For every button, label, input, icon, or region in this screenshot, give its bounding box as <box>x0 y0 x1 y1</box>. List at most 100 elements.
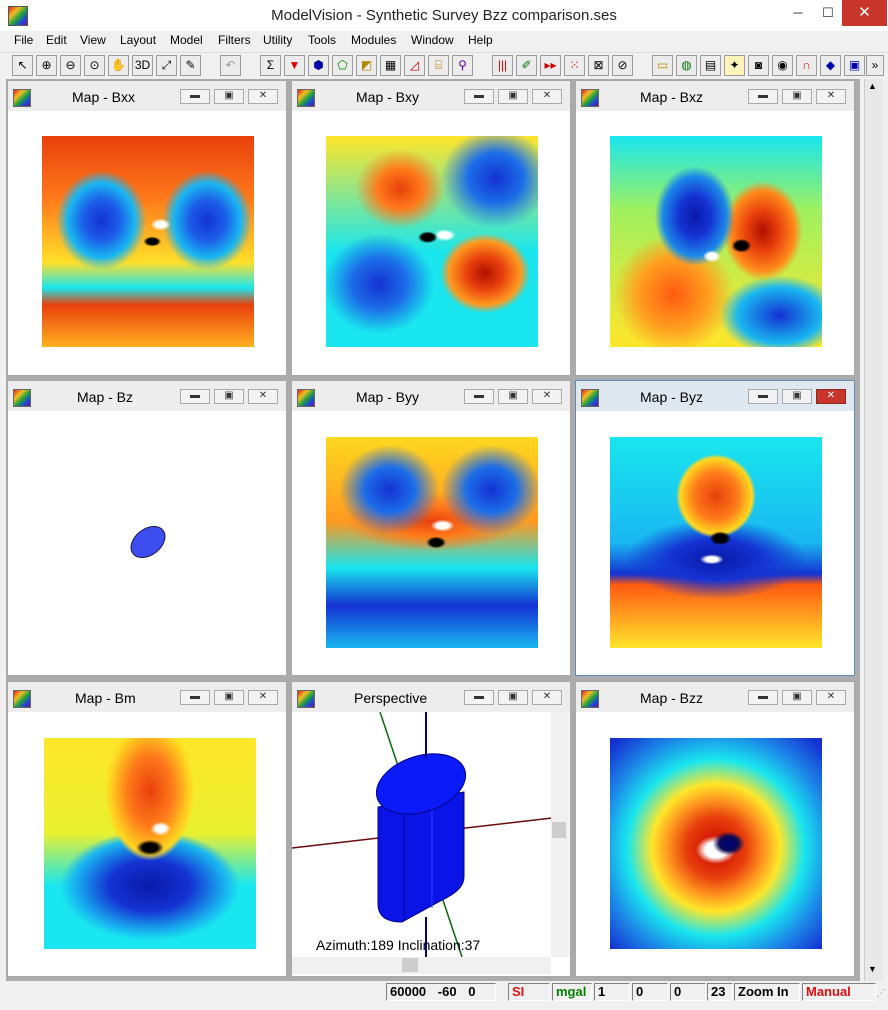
window-byz-titlebar[interactable]: Map - Byz ▬ ▣ ✕ <box>576 381 854 411</box>
child-close-button[interactable]: ✕ <box>532 389 562 404</box>
section-icon[interactable]: ⊘ <box>612 55 633 76</box>
dots-grid-icon[interactable]: ⁙ <box>564 55 585 76</box>
window-bxz-titlebar[interactable]: Map - Bxz ▬ ▣ ✕ <box>576 81 854 111</box>
child-restore-button[interactable]: ▣ <box>214 89 244 104</box>
child-restore-button[interactable]: ▣ <box>498 89 528 104</box>
window-bxy[interactable]: Map - Bxy ▬ ▣ ✕ <box>291 80 571 376</box>
bxx-map-image[interactable] <box>42 136 254 347</box>
perspective-vertical-scrollbar[interactable] <box>551 712 569 957</box>
child-minimize-button[interactable]: ▬ <box>748 89 778 104</box>
bxz-map-image[interactable] <box>610 136 822 347</box>
vector-icon[interactable]: ▼ <box>284 55 305 76</box>
window-byz[interactable]: Map - Byz ▬ ▣ ✕ <box>575 380 855 676</box>
eye-icon[interactable]: ◉ <box>772 55 793 76</box>
menu-tools[interactable]: Tools <box>308 33 337 47</box>
menu-window[interactable]: Window <box>411 33 454 47</box>
resize-grip-icon[interactable]: ⋰ <box>876 988 886 999</box>
window-bm-titlebar[interactable]: Map - Bm ▬ ▣ ✕ <box>8 682 286 712</box>
child-close-button[interactable]: ✕ <box>248 690 278 705</box>
child-close-button[interactable]: ✕ <box>816 89 846 104</box>
calculator-icon[interactable]: ▤ <box>700 55 721 76</box>
layers-icon[interactable]: ◩ <box>356 55 377 76</box>
globe-icon[interactable]: ◍ <box>676 55 697 76</box>
menu-edit[interactable]: Edit <box>46 33 67 47</box>
probe-icon[interactable]: ⚲ <box>452 55 473 76</box>
child-minimize-button[interactable]: ▬ <box>180 89 210 104</box>
window-bxx-titlebar[interactable]: Map - Bxx ▬ ▣ ✕ <box>8 81 286 111</box>
bars-icon[interactable]: ||| <box>492 55 513 76</box>
child-close-button[interactable]: ✕ <box>248 89 278 104</box>
window-bz-titlebar[interactable]: Map - Bz ▬ ▣ ✕ <box>8 381 286 411</box>
scroll-up-arrow-icon[interactable]: ▲ <box>868 81 877 91</box>
child-restore-button[interactable]: ▣ <box>782 389 812 404</box>
undo-icon[interactable]: ↶ <box>220 55 241 76</box>
child-minimize-button[interactable]: ▬ <box>464 690 494 705</box>
cross-grid-icon[interactable]: ⊠ <box>588 55 609 76</box>
child-minimize-button[interactable]: ▬ <box>180 389 210 404</box>
menu-layout[interactable]: Layout <box>120 33 157 47</box>
bzz-map-image[interactable] <box>610 738 822 949</box>
child-close-button[interactable]: ✕ <box>816 690 846 705</box>
minimize-button[interactable]: ─ <box>793 5 803 20</box>
window-bxy-titlebar[interactable]: Map - Bxy ▬ ▣ ✕ <box>292 81 570 111</box>
child-restore-button[interactable]: ▣ <box>782 89 812 104</box>
paint-brush-icon[interactable]: ✎ <box>180 55 201 76</box>
zoom-window-icon[interactable]: ⊙ <box>84 55 105 76</box>
magnet-icon[interactable]: ∩ <box>796 55 817 76</box>
window-bzz-titlebar[interactable]: Map - Bzz ▬ ▣ ✕ <box>576 682 854 712</box>
bz-map-image[interactable] <box>8 411 286 675</box>
vertical-scroll-thumb[interactable] <box>552 822 566 838</box>
bm-map-image[interactable] <box>44 738 256 949</box>
camera-icon[interactable]: ◙ <box>748 55 769 76</box>
window-byy-titlebar[interactable]: Map - Byy ▬ ▣ ✕ <box>292 381 570 411</box>
child-minimize-button[interactable]: ▬ <box>180 690 210 705</box>
window-bzz[interactable]: Map - Bzz ▬ ▣ ✕ <box>575 681 855 977</box>
close-button[interactable]: ✕ <box>842 0 887 26</box>
bxy-map-image[interactable] <box>326 136 538 347</box>
window-bxx[interactable]: Map - Bxx ▬ ▣ ✕ <box>7 80 287 376</box>
ruler-icon[interactable]: ▭ <box>652 55 673 76</box>
child-restore-button[interactable]: ▣ <box>214 389 244 404</box>
child-minimize-button[interactable]: ▬ <box>464 389 494 404</box>
menu-view[interactable]: View <box>80 33 106 47</box>
child-close-button[interactable]: ✕ <box>816 389 846 404</box>
child-close-button[interactable]: ✕ <box>248 389 278 404</box>
app-icon[interactable] <box>8 6 28 26</box>
menu-help[interactable]: Help <box>468 33 493 47</box>
zoom-out-icon[interactable]: ⊖ <box>60 55 81 76</box>
menu-modules[interactable]: Modules <box>351 33 397 47</box>
window-bxz[interactable]: Map - Bxz ▬ ▣ ✕ <box>575 80 855 376</box>
pencil-icon[interactable]: ✐ <box>516 55 537 76</box>
child-restore-button[interactable]: ▣ <box>498 389 528 404</box>
source-body-outline[interactable] <box>125 520 171 564</box>
child-minimize-button[interactable]: ▬ <box>748 389 778 404</box>
window-perspective[interactable]: Perspective ▬ ▣ ✕ Azimuth:189 Inclinatio… <box>291 681 571 977</box>
film-icon[interactable]: ▣ <box>844 55 865 76</box>
byy-map-image[interactable] <box>326 437 538 648</box>
cylinder-icon[interactable]: ⌸ <box>428 55 449 76</box>
child-restore-button[interactable]: ▣ <box>214 690 244 705</box>
pan-hand-icon[interactable]: ✋ <box>108 55 129 76</box>
polygon-icon[interactable]: ⬠ <box>332 55 353 76</box>
horizontal-scroll-thumb[interactable] <box>402 958 418 972</box>
window-bm[interactable]: Map - Bm ▬ ▣ ✕ <box>7 681 287 977</box>
pointer-icon[interactable]: ↖ <box>12 55 33 76</box>
menu-model[interactable]: Model <box>170 33 203 47</box>
menu-utility[interactable]: Utility <box>263 33 293 47</box>
child-minimize-button[interactable]: ▬ <box>464 89 494 104</box>
fit-all-icon[interactable]: ⤢ <box>156 55 177 76</box>
zoom-in-icon[interactable]: ⊕ <box>36 55 57 76</box>
perspective-horizontal-scrollbar[interactable] <box>292 957 551 974</box>
child-restore-button[interactable]: ▣ <box>498 690 528 705</box>
maximize-button[interactable]: ☐ <box>822 5 834 20</box>
profile-icon[interactable]: ◿ <box>404 55 425 76</box>
scroll-down-arrow-icon[interactable]: ▼ <box>868 964 877 974</box>
prism-icon[interactable]: ◆ <box>820 55 841 76</box>
edit-body-icon[interactable]: ⬢ <box>308 55 329 76</box>
byz-map-image[interactable] <box>610 437 822 648</box>
play-icon[interactable]: ▸▸ <box>540 55 561 76</box>
child-close-button[interactable]: ✕ <box>532 89 562 104</box>
vertical-scrollbar[interactable]: ▲ ▼ <box>864 79 883 981</box>
window-perspective-titlebar[interactable]: Perspective ▬ ▣ ✕ <box>292 682 570 712</box>
more-icon[interactable]: » <box>866 55 884 76</box>
